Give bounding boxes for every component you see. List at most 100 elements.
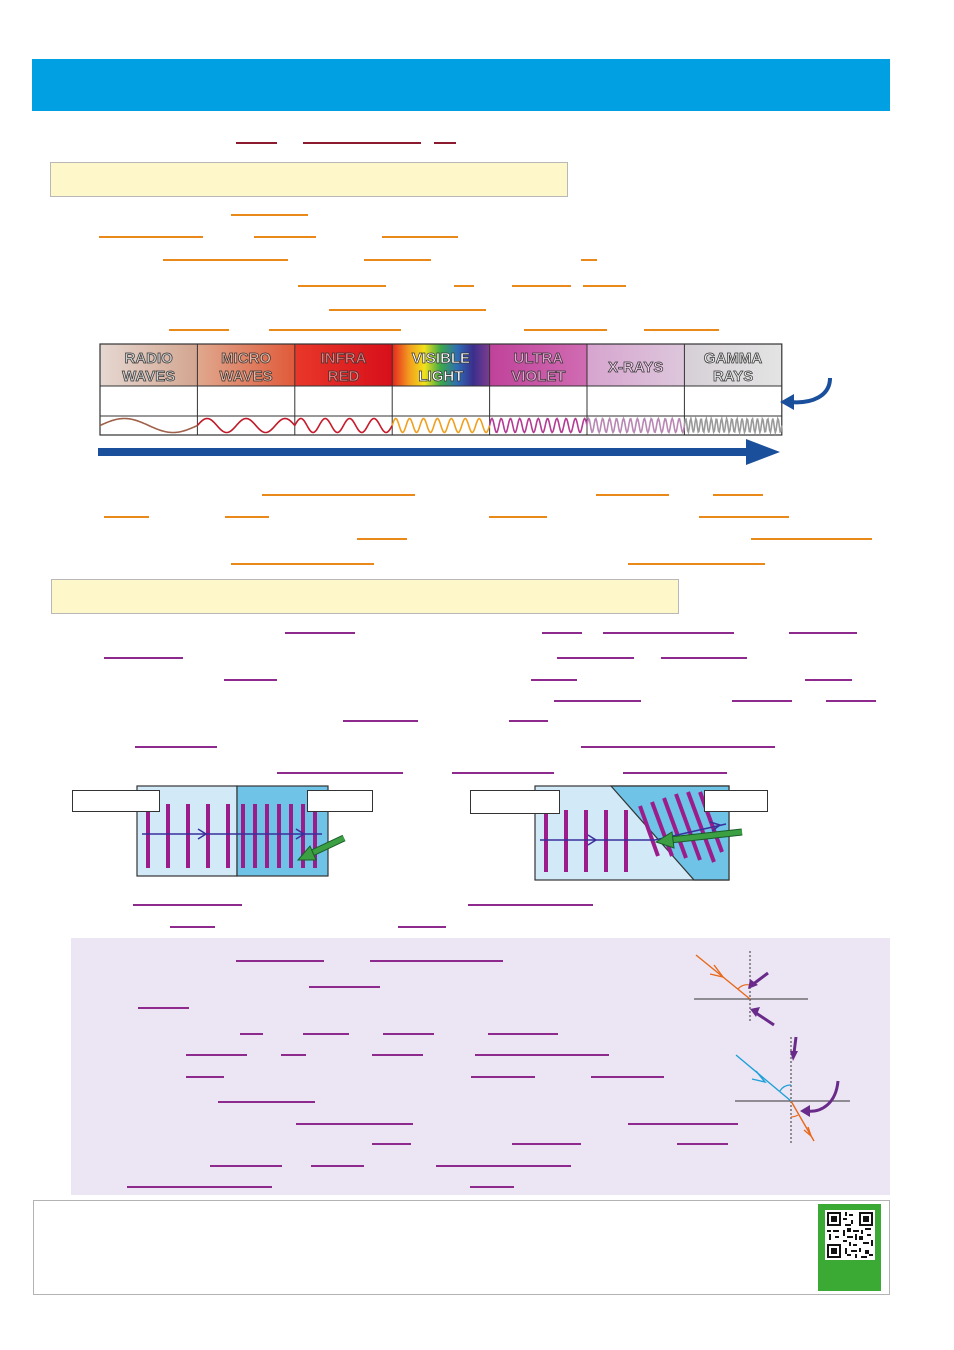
blank-line bbox=[661, 657, 747, 659]
band-label-line1: MICRO bbox=[221, 350, 271, 367]
blank-line bbox=[434, 142, 456, 144]
qr-tile[interactable] bbox=[818, 1204, 881, 1291]
band-label-line2: RAYS bbox=[713, 368, 753, 385]
blank-line bbox=[468, 904, 593, 906]
qr-code-icon[interactable] bbox=[825, 1210, 875, 1260]
band-xrays bbox=[587, 344, 685, 386]
section-heading-box bbox=[51, 579, 679, 614]
blank-line bbox=[554, 700, 641, 702]
blank-line bbox=[169, 329, 229, 331]
blank-line bbox=[277, 772, 403, 774]
band-label-line2: LIGHT bbox=[418, 368, 463, 385]
label-box bbox=[72, 790, 160, 812]
curved-arrow-icon bbox=[789, 377, 832, 405]
title-bar bbox=[32, 59, 890, 111]
blank-line bbox=[470, 1186, 514, 1188]
blank-line bbox=[372, 1143, 411, 1145]
band-gamma bbox=[684, 344, 782, 386]
blank-line bbox=[285, 632, 355, 634]
blank-line bbox=[303, 142, 421, 144]
blank-line bbox=[364, 259, 431, 261]
blank-line bbox=[309, 986, 380, 988]
blank-line bbox=[512, 1143, 581, 1145]
curved-arrowhead-icon bbox=[780, 394, 794, 410]
blank-line bbox=[591, 1076, 664, 1078]
blank-line bbox=[623, 772, 727, 774]
blank-line bbox=[596, 494, 669, 496]
ray-diagrams bbox=[694, 951, 850, 1143]
blank-line bbox=[254, 236, 316, 238]
blank-line bbox=[236, 960, 324, 962]
blank-line bbox=[383, 1033, 434, 1035]
blank-line bbox=[805, 679, 852, 681]
blank-line bbox=[751, 538, 872, 540]
blank-line bbox=[699, 516, 789, 518]
blank-line bbox=[303, 1033, 349, 1035]
blank-line bbox=[454, 285, 474, 287]
band-label-line1: RADIO bbox=[125, 350, 174, 367]
band-label-line2: WAVES bbox=[220, 368, 273, 385]
blank-line bbox=[677, 1143, 728, 1145]
blank-line bbox=[170, 926, 215, 928]
band-radio bbox=[100, 344, 198, 386]
blank-line bbox=[382, 236, 458, 238]
band-ultraviolet bbox=[489, 344, 587, 386]
wave-sketch bbox=[294, 417, 393, 434]
blank-line bbox=[475, 1054, 609, 1056]
blank-line bbox=[512, 285, 571, 287]
blank-line bbox=[581, 746, 775, 748]
blank-line bbox=[732, 700, 792, 702]
blank-line bbox=[581, 259, 597, 261]
blank-line bbox=[135, 746, 217, 748]
wave-row bbox=[99, 415, 783, 436]
blank-line bbox=[452, 772, 554, 774]
blank-line bbox=[127, 1186, 272, 1188]
band-micro bbox=[197, 344, 295, 386]
blank-line bbox=[489, 516, 547, 518]
blank-line bbox=[372, 1054, 423, 1056]
band-label-line1: VISIBLE bbox=[412, 350, 470, 367]
wavefront-diagram-angled bbox=[534, 785, 743, 881]
wave-sketch bbox=[196, 417, 296, 434]
blank-line bbox=[133, 904, 242, 906]
band-label-line1: INFRA bbox=[321, 350, 367, 367]
blank-line bbox=[231, 214, 308, 216]
blank-line bbox=[231, 563, 374, 565]
blank-line bbox=[628, 563, 765, 565]
band-label-line1: GAMMA bbox=[704, 350, 762, 367]
blank-line bbox=[826, 700, 876, 702]
blank-line bbox=[224, 679, 277, 681]
blank-line bbox=[296, 1123, 413, 1125]
label-box bbox=[470, 790, 560, 814]
band-visible bbox=[392, 344, 490, 386]
blank-line bbox=[471, 1076, 535, 1078]
wave-sketch bbox=[488, 417, 588, 434]
blank-line bbox=[225, 516, 269, 518]
blank-line bbox=[104, 516, 149, 518]
wave-sketch bbox=[683, 415, 783, 436]
blank-line bbox=[789, 632, 857, 634]
wave-sketch bbox=[391, 417, 491, 434]
wave-sketch bbox=[99, 417, 198, 434]
band-label-line1: ULTRA bbox=[513, 350, 563, 367]
blank-line bbox=[370, 960, 503, 962]
blank-line bbox=[269, 329, 401, 331]
blank-line bbox=[603, 632, 734, 634]
label-box bbox=[704, 790, 768, 812]
blank-line bbox=[186, 1054, 247, 1056]
blank-line bbox=[262, 494, 415, 496]
band-label-line2: VIOLET bbox=[511, 368, 565, 385]
wave-sketch bbox=[586, 416, 686, 435]
blank-line bbox=[557, 657, 634, 659]
blank-line bbox=[488, 1033, 558, 1035]
blank-line bbox=[210, 1165, 282, 1167]
blank-line bbox=[531, 679, 577, 681]
blank-line bbox=[186, 1076, 224, 1078]
blank-line bbox=[298, 285, 386, 287]
info-panel bbox=[71, 938, 890, 1195]
blank-line bbox=[583, 285, 626, 287]
section-heading bbox=[52, 580, 678, 592]
blank-line bbox=[311, 1165, 364, 1167]
em-spectrum-diagram: RADIO WAVES MICRO WAVES INFRA RED VISIBL… bbox=[98, 343, 832, 465]
blank-line bbox=[644, 329, 719, 331]
